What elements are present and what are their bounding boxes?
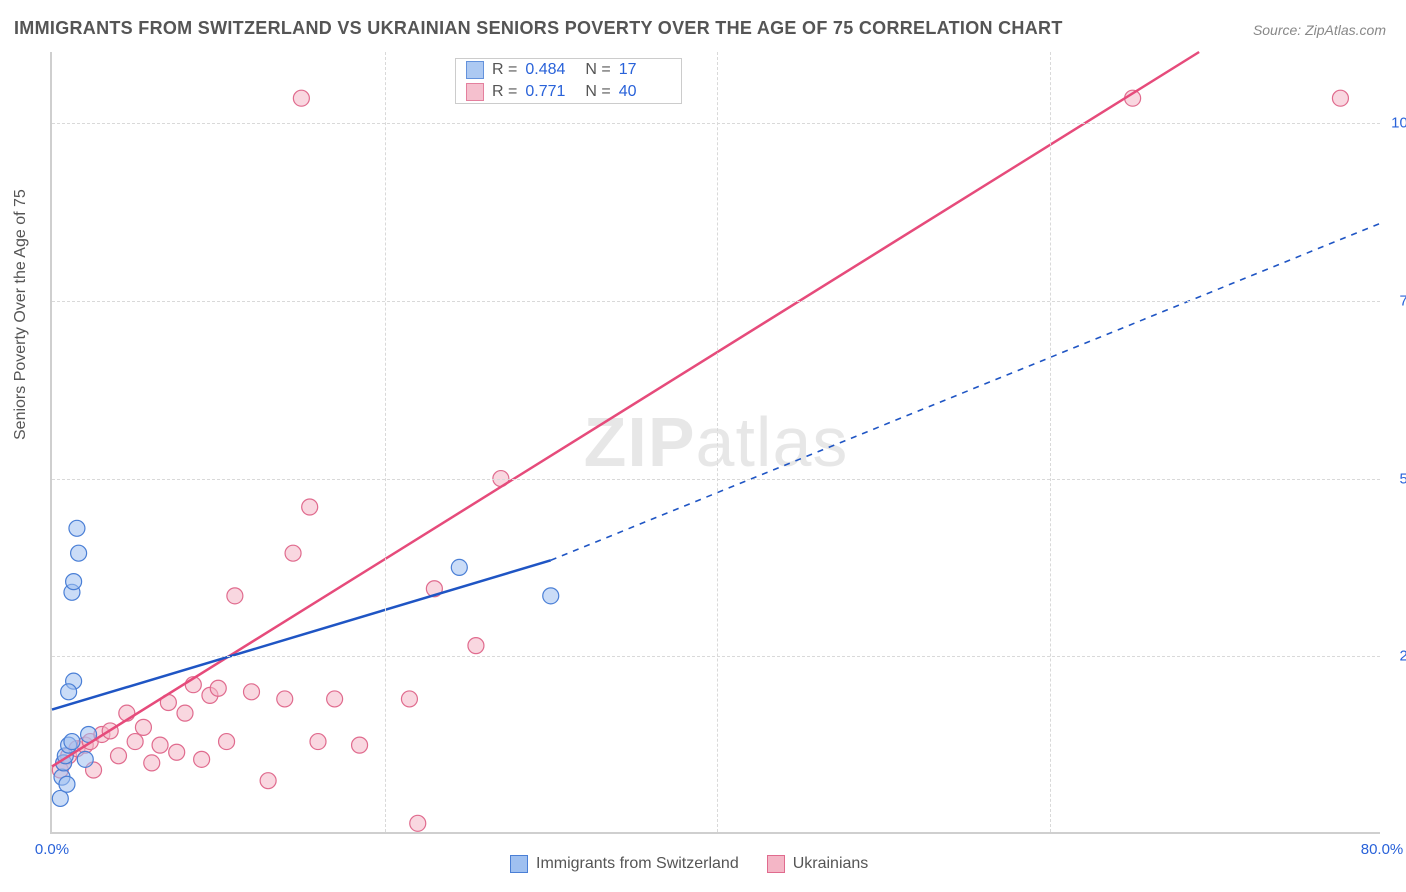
source-attribution: Source: ZipAtlas.com [1253, 22, 1386, 38]
swiss-point [543, 588, 559, 604]
ukr-point [302, 499, 318, 515]
ukr-point [260, 773, 276, 789]
r-label: R = [492, 83, 517, 101]
ukr-point [210, 680, 226, 696]
y-axis-label: Seniors Poverty Over the Age of 75 [12, 189, 30, 440]
ukr-point [194, 751, 210, 767]
swatch-swiss [466, 61, 484, 79]
ukr-point [352, 737, 368, 753]
ukr-point [152, 737, 168, 753]
swiss-trendline [52, 560, 551, 709]
n-value-swiss: 17 [619, 61, 671, 79]
ukr-point [177, 705, 193, 721]
n-label: N = [585, 83, 610, 101]
ukr-point [468, 638, 484, 654]
y-tick-label: 50.0% [1387, 470, 1406, 487]
legend-label-swiss: Immigrants from Switzerland [536, 855, 739, 873]
ukr-point [244, 684, 260, 700]
correlation-legend-row-swiss: R = 0.484 N = 17 [456, 59, 681, 81]
ukr-point [111, 748, 127, 764]
legend-item-swiss: Immigrants from Switzerland [510, 855, 739, 873]
ukr-point [219, 734, 235, 750]
swatch-ukr [767, 855, 785, 873]
correlation-legend-row-ukr: R = 0.771 N = 40 [456, 81, 681, 103]
ukr-point [277, 691, 293, 707]
x-tick-label: 0.0% [35, 841, 69, 858]
ukr-point [169, 744, 185, 760]
chart-title: IMMIGRANTS FROM SWITZERLAND VS UKRAINIAN… [14, 18, 1063, 39]
ukr-point [127, 734, 143, 750]
swiss-point [77, 751, 93, 767]
ukr-point [310, 734, 326, 750]
ukr-point [401, 691, 417, 707]
swiss-point [451, 559, 467, 575]
swatch-swiss [510, 855, 528, 873]
swiss-point [64, 734, 80, 750]
n-label: N = [585, 61, 610, 79]
swiss-point [59, 776, 75, 792]
swiss-point [52, 790, 68, 806]
ukr-point [410, 815, 426, 831]
ukr-point [227, 588, 243, 604]
series-legend: Immigrants from Switzerland Ukrainians [510, 855, 868, 873]
chart-canvas [52, 52, 1380, 832]
n-value-ukr: 40 [619, 83, 671, 101]
y-tick-label: 100.0% [1387, 115, 1406, 132]
ukr-point [327, 691, 343, 707]
ukr-point [144, 755, 160, 771]
x-tick-label: 80.0% [1361, 841, 1404, 858]
ukr-point [135, 719, 151, 735]
ukr-point [293, 90, 309, 106]
legend-label-ukr: Ukrainians [793, 855, 869, 873]
correlation-legend: R = 0.484 N = 17 R = 0.771 N = 40 [455, 58, 682, 104]
ukr-point [1332, 90, 1348, 106]
swiss-point [61, 684, 77, 700]
legend-item-ukr: Ukrainians [767, 855, 869, 873]
r-value-ukr: 0.771 [525, 83, 577, 101]
ukr-point [285, 545, 301, 561]
swiss-point [69, 520, 85, 536]
swatch-ukr [466, 83, 484, 101]
plot-area: ZIPatlas 25.0%50.0%75.0%100.0%0.0%80.0% [50, 52, 1380, 834]
swiss-point [71, 545, 87, 561]
y-tick-label: 25.0% [1387, 648, 1406, 665]
r-value-swiss: 0.484 [525, 61, 577, 79]
y-tick-label: 75.0% [1387, 292, 1406, 309]
swiss-point [66, 574, 82, 590]
r-label: R = [492, 61, 517, 79]
swiss-trendline-extrapolated [551, 223, 1382, 561]
